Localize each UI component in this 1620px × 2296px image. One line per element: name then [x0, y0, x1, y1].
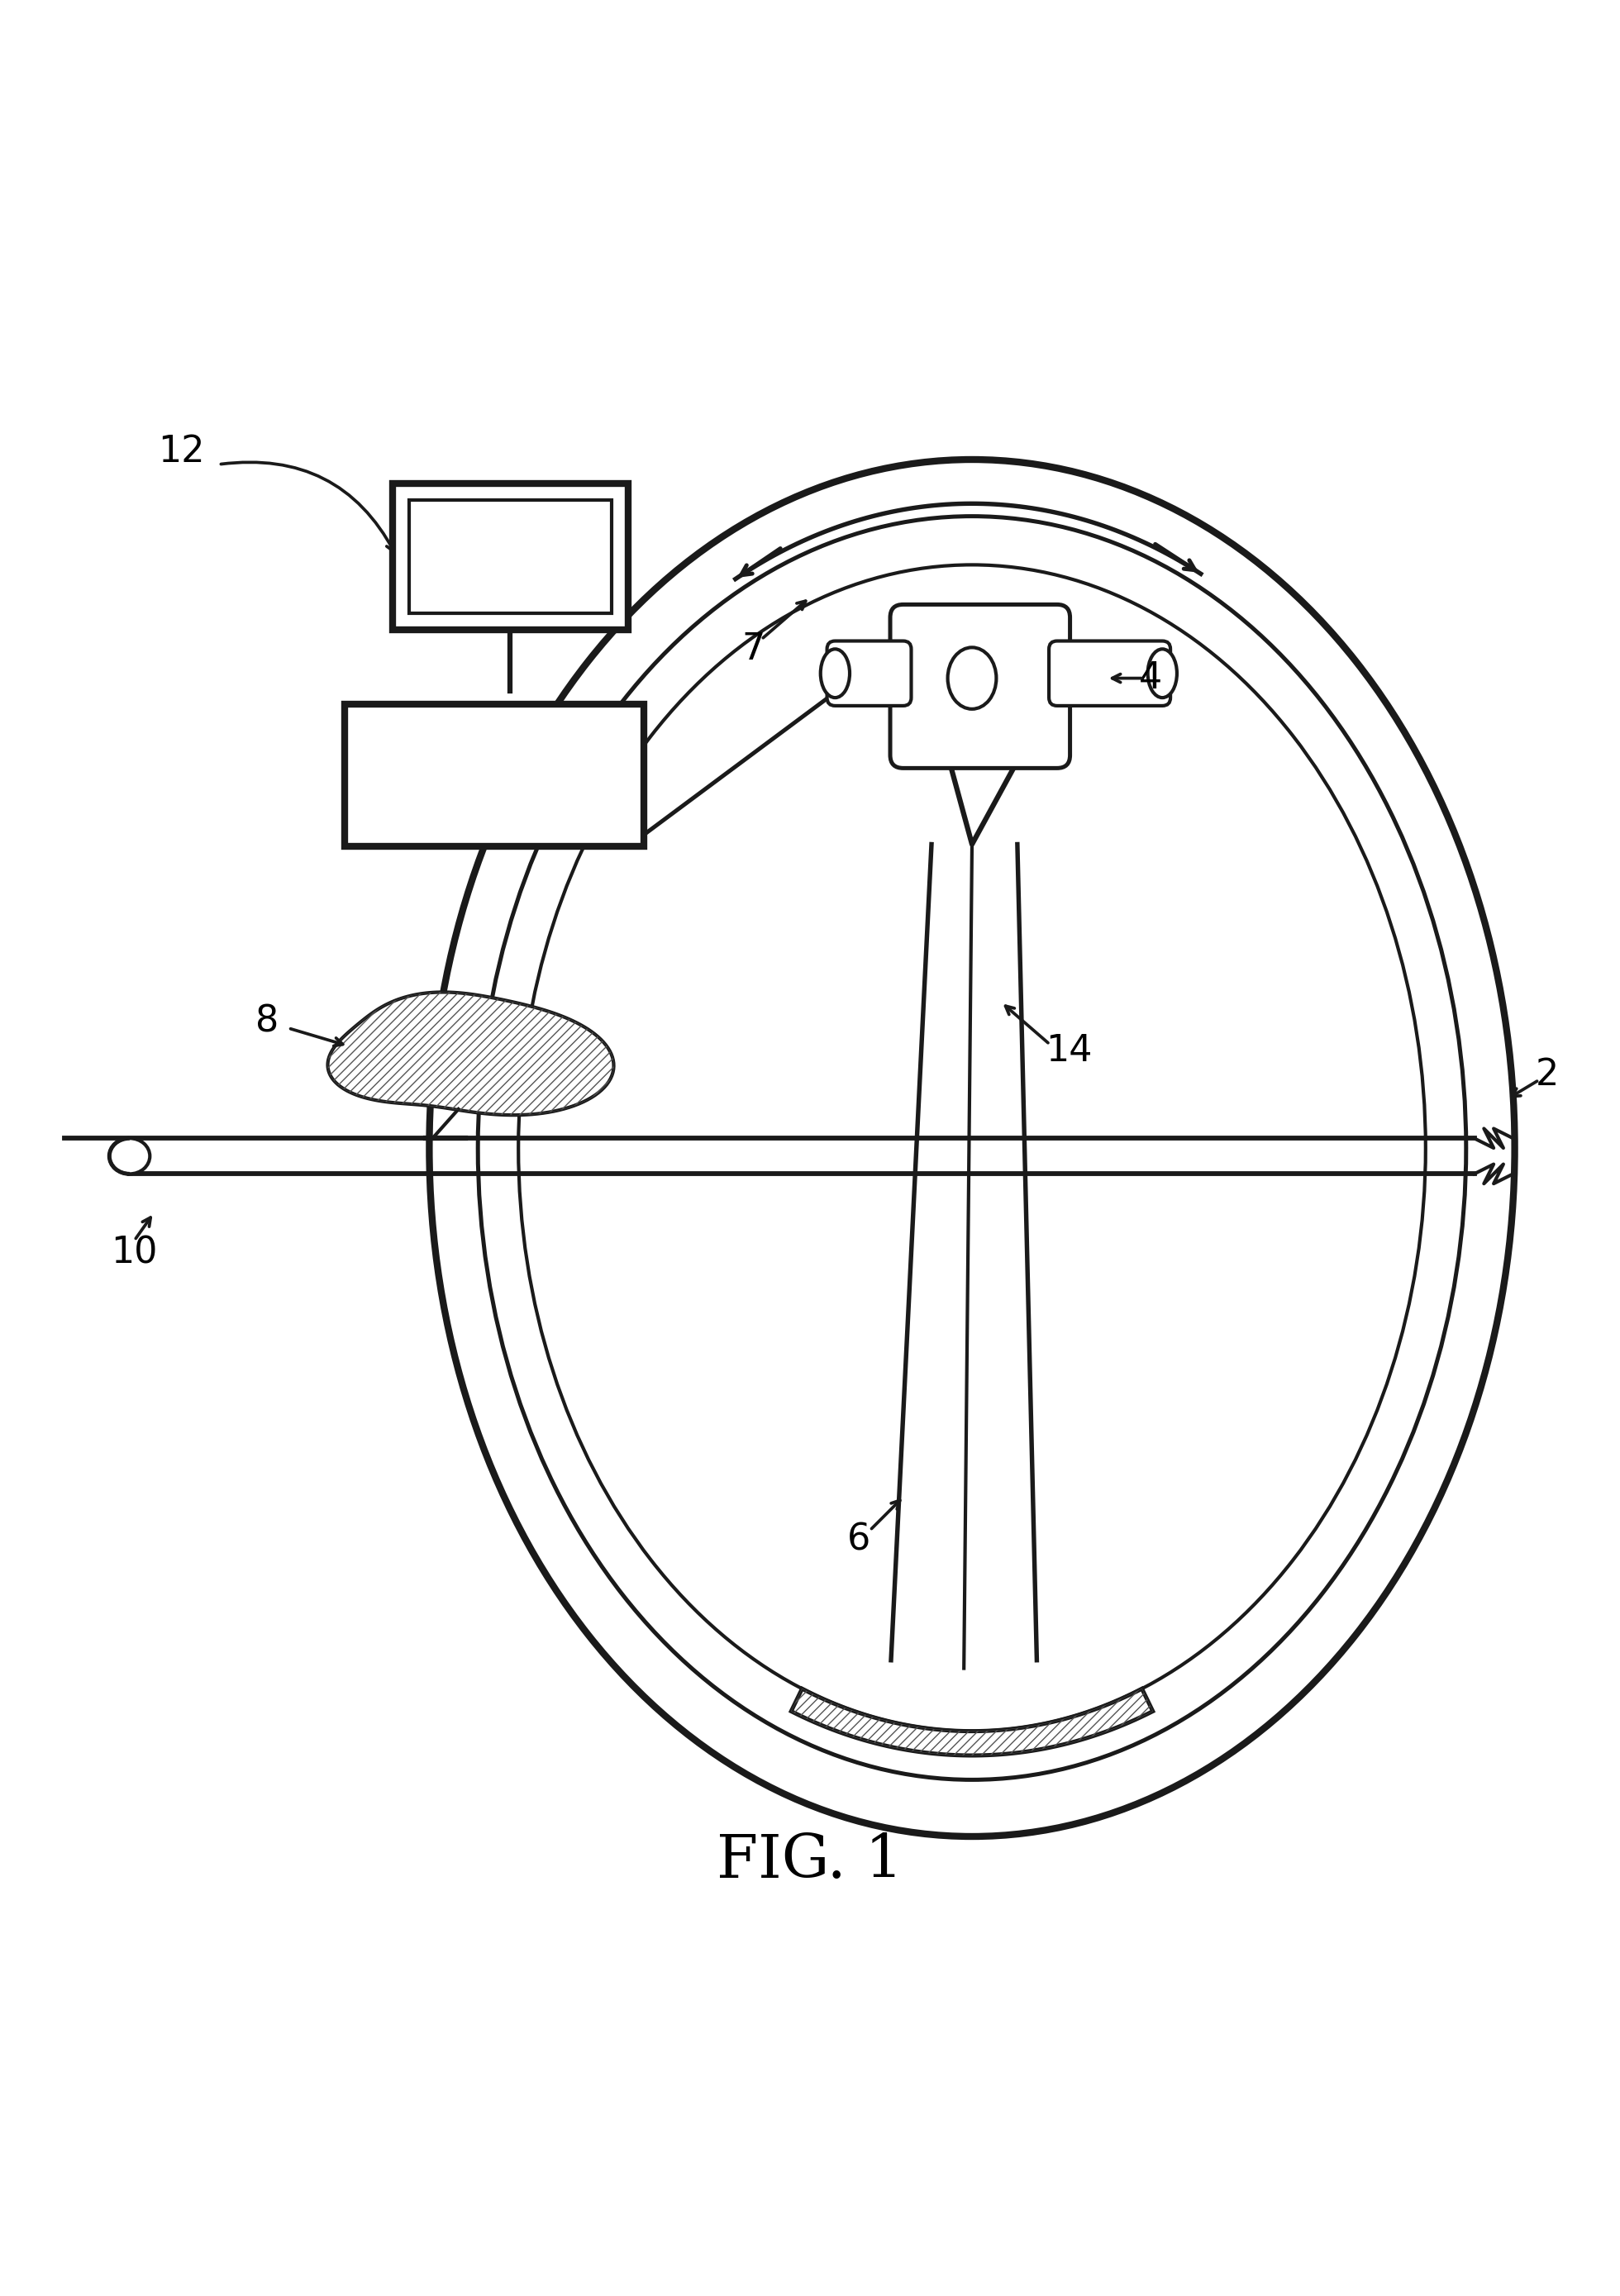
Text: 8: 8 — [256, 1003, 279, 1040]
Ellipse shape — [820, 650, 849, 698]
Text: 4: 4 — [1139, 661, 1162, 696]
Text: 2: 2 — [1536, 1058, 1558, 1093]
Bar — [408, 501, 612, 613]
Ellipse shape — [110, 1139, 149, 1173]
Text: 14: 14 — [1047, 1033, 1092, 1068]
Text: 12: 12 — [159, 434, 204, 468]
Ellipse shape — [948, 647, 996, 709]
Bar — [343, 705, 643, 847]
Text: 10: 10 — [112, 1235, 157, 1272]
Text: FIG. 1: FIG. 1 — [716, 1832, 904, 1890]
FancyBboxPatch shape — [1050, 641, 1170, 705]
Text: 6: 6 — [847, 1522, 870, 1557]
FancyBboxPatch shape — [891, 604, 1069, 769]
Polygon shape — [327, 992, 614, 1116]
Ellipse shape — [1147, 650, 1176, 698]
Polygon shape — [791, 1690, 1153, 1756]
FancyBboxPatch shape — [826, 641, 910, 705]
Bar — [392, 484, 627, 629]
Text: 7: 7 — [742, 631, 765, 666]
